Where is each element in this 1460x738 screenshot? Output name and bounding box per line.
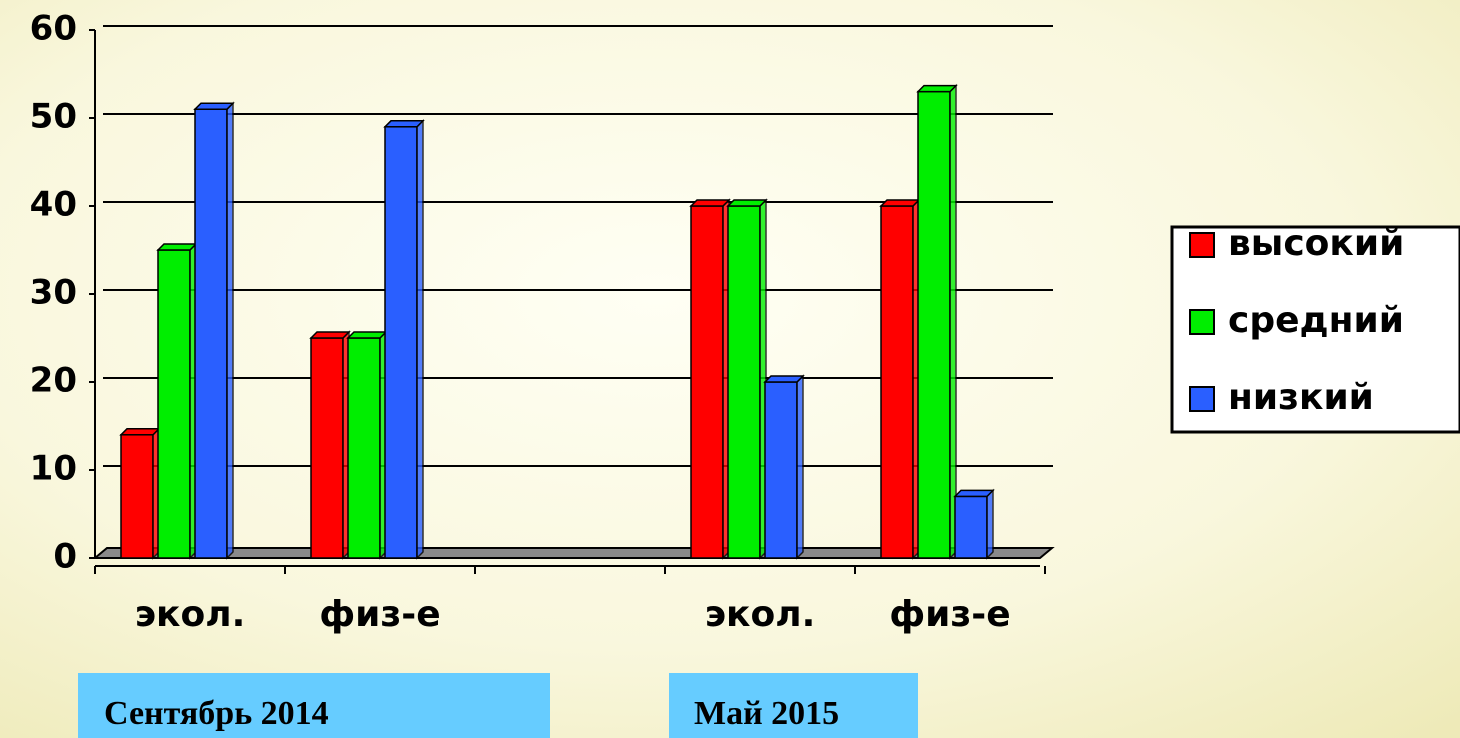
bar bbox=[918, 92, 950, 558]
legend-swatch bbox=[1190, 233, 1214, 257]
annotation: Сентябрь 2014 bbox=[104, 695, 329, 732]
bar bbox=[121, 435, 153, 558]
bar-top bbox=[881, 200, 919, 206]
bar-top bbox=[385, 121, 423, 127]
bar-top bbox=[918, 86, 956, 92]
annotation: Май 2015 bbox=[694, 695, 839, 732]
page: Сентябрь 2014 Май 2015 0 10 20 30 40 50 60 экол… bbox=[0, 0, 1460, 738]
bar bbox=[691, 206, 723, 558]
y-tick-label: 30 bbox=[30, 273, 77, 313]
y-tick-label: 0 bbox=[53, 537, 77, 577]
bar bbox=[158, 250, 190, 558]
bar bbox=[955, 496, 987, 558]
bar bbox=[385, 127, 417, 558]
bar bbox=[765, 382, 797, 558]
bar-top bbox=[121, 429, 159, 435]
bar-top bbox=[691, 200, 729, 206]
bar-top bbox=[765, 376, 803, 382]
y-tick-label: 50 bbox=[30, 97, 77, 137]
bar-top bbox=[158, 244, 196, 250]
legend-label: средний bbox=[1228, 300, 1404, 341]
bar-top bbox=[348, 332, 386, 338]
bar bbox=[728, 206, 760, 558]
bar-side bbox=[417, 121, 423, 558]
x-tick-label: экол. bbox=[135, 594, 246, 635]
bar-top bbox=[728, 200, 766, 206]
bar-top bbox=[311, 332, 349, 338]
bar-side bbox=[227, 103, 233, 558]
bar-top bbox=[955, 490, 993, 496]
y-tick-label: 20 bbox=[30, 361, 77, 401]
y-tick-label: 10 bbox=[30, 449, 77, 489]
legend-swatch bbox=[1190, 387, 1214, 411]
legend-label: высокий bbox=[1228, 223, 1404, 264]
x-tick-label: физ-е bbox=[319, 594, 440, 635]
bar-side bbox=[987, 490, 993, 558]
x-tick-label: экол. bbox=[705, 594, 816, 635]
y-tick-label: 40 bbox=[30, 185, 77, 225]
bar bbox=[348, 338, 380, 558]
bar-side bbox=[950, 86, 956, 558]
y-tick-label: 60 bbox=[30, 9, 77, 49]
bar bbox=[311, 338, 343, 558]
bar bbox=[195, 109, 227, 558]
bar bbox=[881, 206, 913, 558]
legend-label: низкий bbox=[1228, 377, 1374, 418]
chart: Сентябрь 2014 Май 2015 0 10 20 30 40 50 60 экол… bbox=[0, 0, 1460, 738]
bar-side bbox=[797, 376, 803, 558]
legend-swatch bbox=[1190, 310, 1214, 334]
x-tick-label: физ-е bbox=[889, 594, 1010, 635]
bar-top bbox=[195, 103, 233, 109]
